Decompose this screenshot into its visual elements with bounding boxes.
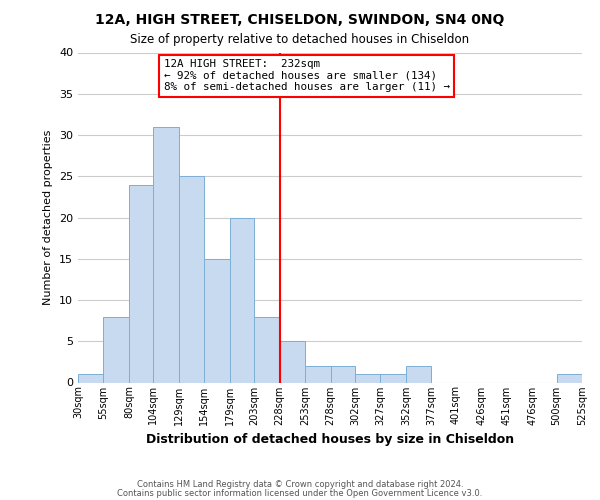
Text: Contains public sector information licensed under the Open Government Licence v3: Contains public sector information licen… xyxy=(118,488,482,498)
Bar xyxy=(129,184,154,382)
Text: 12A HIGH STREET:  232sqm
← 92% of detached houses are smaller (134)
8% of semi-d: 12A HIGH STREET: 232sqm ← 92% of detache… xyxy=(164,59,449,92)
Bar xyxy=(280,341,305,382)
Y-axis label: Number of detached properties: Number of detached properties xyxy=(43,130,53,305)
Bar xyxy=(179,176,204,382)
Bar xyxy=(154,126,179,382)
Bar xyxy=(305,366,331,382)
Bar xyxy=(331,366,355,382)
Bar xyxy=(406,366,431,382)
Bar xyxy=(103,316,129,382)
Bar xyxy=(254,316,280,382)
Bar xyxy=(355,374,380,382)
Text: Contains HM Land Registry data © Crown copyright and database right 2024.: Contains HM Land Registry data © Crown c… xyxy=(137,480,463,489)
Text: Size of property relative to detached houses in Chiseldon: Size of property relative to detached ho… xyxy=(130,32,470,46)
Bar xyxy=(78,374,103,382)
Bar xyxy=(557,374,582,382)
Text: 12A, HIGH STREET, CHISELDON, SWINDON, SN4 0NQ: 12A, HIGH STREET, CHISELDON, SWINDON, SN… xyxy=(95,12,505,26)
X-axis label: Distribution of detached houses by size in Chiseldon: Distribution of detached houses by size … xyxy=(146,433,514,446)
Bar xyxy=(204,259,230,382)
Bar xyxy=(380,374,406,382)
Bar xyxy=(230,218,254,382)
